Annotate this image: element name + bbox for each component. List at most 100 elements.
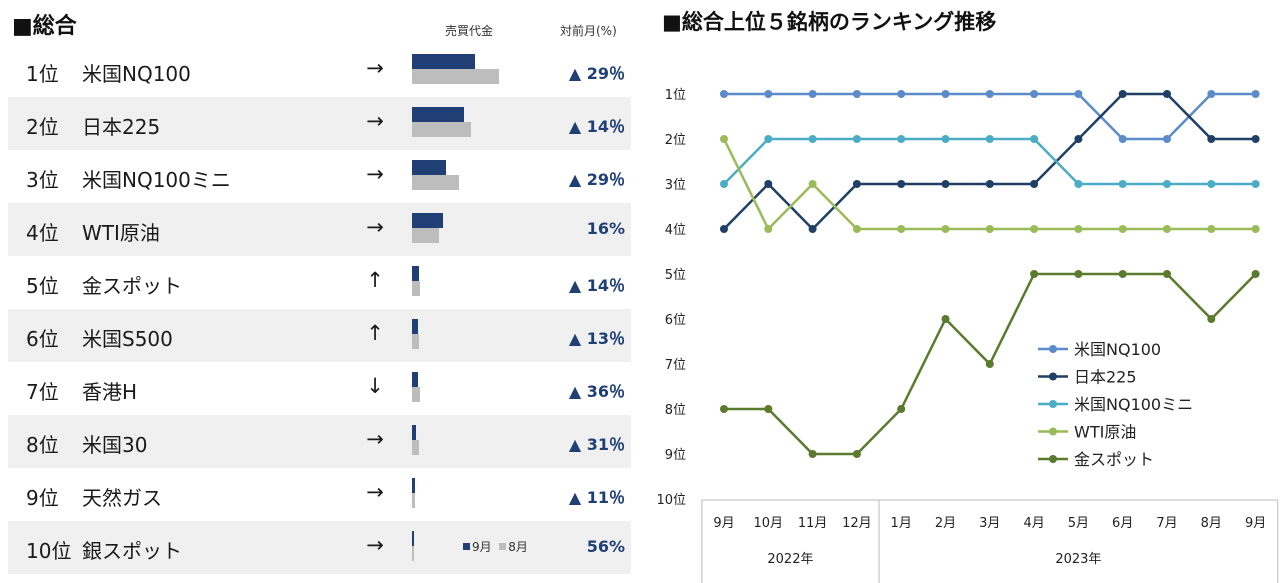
legend-label: WTI原油 [1074, 423, 1136, 442]
volume-bar-current [412, 531, 415, 546]
volume-bar-previous [412, 440, 419, 455]
data-point [897, 225, 906, 233]
data-point [897, 135, 906, 143]
table-row: 6位 米国S500 ↑ ▲ 13％ [8, 309, 631, 362]
legend-marker [1049, 400, 1057, 408]
data-point [897, 405, 906, 413]
change-percent: ▲ 31％ [568, 435, 625, 454]
rank-label: 5位 [26, 274, 59, 298]
year-group-label: 2023年 [1055, 552, 1101, 567]
volume-bar-current [412, 54, 475, 69]
data-point [764, 135, 773, 143]
data-point [1074, 180, 1083, 188]
rank-label: 4位 [26, 221, 59, 245]
x-tick-label: 8月 [1201, 516, 1222, 531]
data-point [941, 225, 950, 233]
volume-bar-previous [412, 69, 500, 84]
volume-bar-current [412, 319, 418, 334]
data-point [1118, 270, 1127, 278]
data-point [852, 90, 861, 98]
trend-arrow: → [366, 215, 384, 239]
y-tick-label: 9位 [665, 448, 686, 463]
x-tick-label: 9月 [713, 516, 734, 531]
change-percent: ▲ 13％ [568, 329, 625, 348]
chart-title: ■総合上位５銘柄のランキング推移 [662, 10, 996, 34]
data-point [985, 180, 994, 188]
trend-arrow: → [366, 480, 384, 504]
x-tick-label: 5月 [1068, 516, 1089, 531]
change-header: 対前月(%) [560, 24, 617, 38]
data-point [1118, 90, 1127, 98]
bar-legend-previous-label: 8月 [508, 540, 528, 554]
data-point [1163, 180, 1171, 188]
table-row: 10位 銀スポット → 56% [8, 521, 631, 574]
instrument-name: 香港H [82, 380, 138, 404]
series-group [720, 270, 1260, 458]
trend-arrow: → [366, 56, 384, 80]
rank-label: 7位 [26, 380, 59, 404]
volume-header: 売買代金 [445, 24, 494, 38]
instrument-name: 金スポット [82, 274, 182, 298]
rank-label: 9位 [26, 486, 59, 510]
trend-arrow: → [366, 109, 384, 133]
volume-bar-previous [412, 175, 460, 190]
rank-label: 6位 [26, 327, 59, 351]
change-percent: ▲ 14％ [568, 276, 625, 295]
year-group-label: 2022年 [767, 552, 813, 567]
x-tick-label: 1月 [891, 516, 912, 531]
volume-bar-current [412, 107, 464, 122]
table-row: 9位 天然ガス → ▲ 11％ [8, 468, 631, 521]
legend-label: 米国NQ100ミニ [1074, 395, 1193, 414]
data-point [1207, 315, 1216, 323]
series-line [723, 137, 1256, 186]
x-tick-label: 3月 [979, 516, 1000, 531]
bar-legend-current-label: 9月 [472, 540, 492, 554]
x-tick-label: 4月 [1023, 516, 1044, 531]
x-tick-label: 10月 [754, 516, 784, 531]
rank-label: 8位 [26, 433, 59, 457]
table-row: 1位 米国NQ100 → ▲ 29％ [8, 44, 631, 97]
volume-bar-previous [412, 281, 420, 296]
volume-bar-previous [412, 493, 416, 508]
rank-label: 2位 [26, 115, 59, 139]
x-tick-label: 2月 [935, 516, 956, 531]
instrument-name: 日本225 [82, 115, 161, 139]
change-percent: ▲ 29％ [568, 170, 625, 189]
instrument-name: 米国NQ100ミニ [82, 168, 231, 192]
volume-bar-current [412, 266, 419, 281]
instrument-name: 銀スポット [82, 539, 182, 563]
change-percent: ▲ 36％ [568, 382, 625, 401]
series-group [720, 135, 1260, 233]
trend-arrow: ↓ [366, 374, 384, 398]
data-point [1118, 135, 1127, 143]
table-row: 2位 日本225 → ▲ 14％ [8, 97, 631, 150]
y-tick-label: 2位 [665, 133, 686, 148]
volume-bar-current [412, 478, 416, 493]
x-tick-label: 11月 [798, 516, 828, 531]
series-group [720, 135, 1260, 188]
trend-arrow: → [366, 427, 384, 451]
data-point [808, 90, 817, 98]
legend-marker [1049, 427, 1057, 436]
data-point [941, 180, 950, 188]
legend-label: 日本225 [1074, 368, 1137, 387]
y-tick-label: 3位 [665, 178, 686, 193]
data-point [808, 135, 817, 143]
data-point [1118, 180, 1127, 188]
bar-legend: 9月 8月 [463, 538, 528, 555]
data-point [1030, 180, 1039, 188]
trend-arrow: ↑ [366, 268, 384, 292]
data-point [764, 405, 773, 413]
legend-label: 米国NQ100 [1074, 340, 1161, 359]
volume-bar-previous [412, 122, 472, 137]
legend-marker [1049, 345, 1057, 353]
data-point [1207, 90, 1216, 98]
data-point [1251, 225, 1260, 233]
data-point [985, 90, 994, 98]
data-point [1074, 135, 1083, 143]
data-point [985, 225, 994, 233]
y-tick-label: 7位 [665, 358, 686, 373]
instrument-name: 米国NQ100 [82, 62, 191, 86]
volume-bar-previous [412, 546, 414, 561]
ranking-trend-chart: ■総合上位５銘柄のランキング推移 1位 2位 3位 4位 5位 6位 7位 8位 9位 10位 9月 1… [656, 10, 1279, 583]
